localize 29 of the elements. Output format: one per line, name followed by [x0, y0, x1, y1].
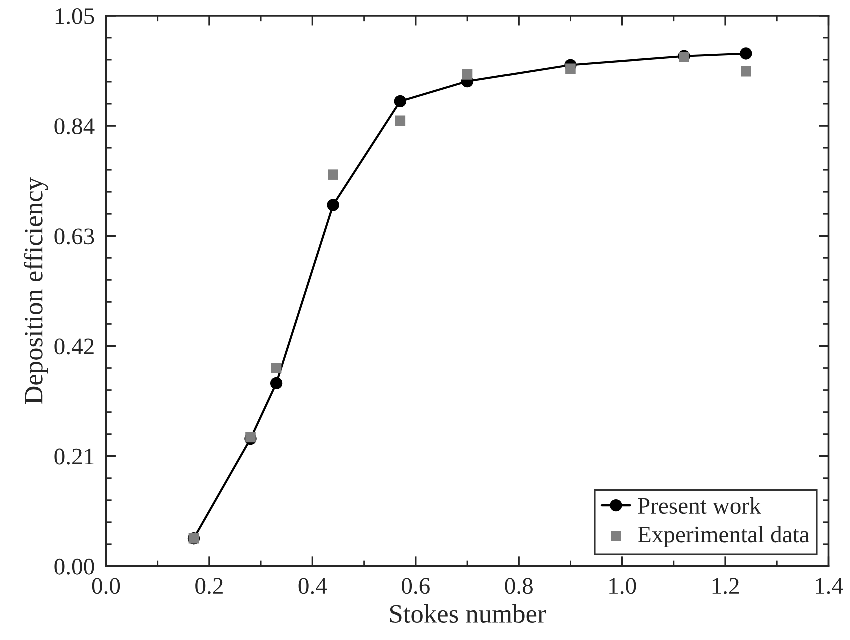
legend-label: Present work [638, 497, 762, 514]
point [462, 70, 473, 80]
y-tick-label: 0.00 [54, 558, 94, 575]
x-tick-label: 1.2 [712, 578, 739, 594]
x-tick-label: 0.4 [298, 578, 328, 594]
point [246, 432, 256, 443]
y-tick-label: 0.84 [54, 118, 95, 135]
legend-label: Experimental data [638, 526, 810, 548]
x-tick-label: 0.6 [402, 578, 430, 594]
point [327, 199, 340, 212]
point [740, 48, 752, 60]
x-tick-label: 0.0 [92, 578, 120, 594]
y-axis-title: Deposition efficiency [24, 178, 48, 404]
y-tick-label: 0.21 [54, 448, 94, 465]
x-tick-label: 1.4 [816, 578, 844, 594]
x-tick-label: 1.0 [610, 578, 636, 594]
point [395, 116, 406, 126]
point [328, 170, 338, 180]
point [741, 66, 752, 77]
point [566, 64, 576, 74]
point [270, 377, 283, 390]
point [394, 95, 406, 108]
point [271, 363, 282, 374]
y-tick-label: 0.63 [54, 228, 94, 245]
y-tick-label: 1.05 [56, 8, 94, 25]
y-tick-label: 0.42 [54, 338, 94, 355]
x-axis-title: Stokes number [390, 604, 546, 624]
x-tick-label: 0.2 [196, 578, 223, 594]
x-tick-label: 0.8 [505, 578, 533, 594]
